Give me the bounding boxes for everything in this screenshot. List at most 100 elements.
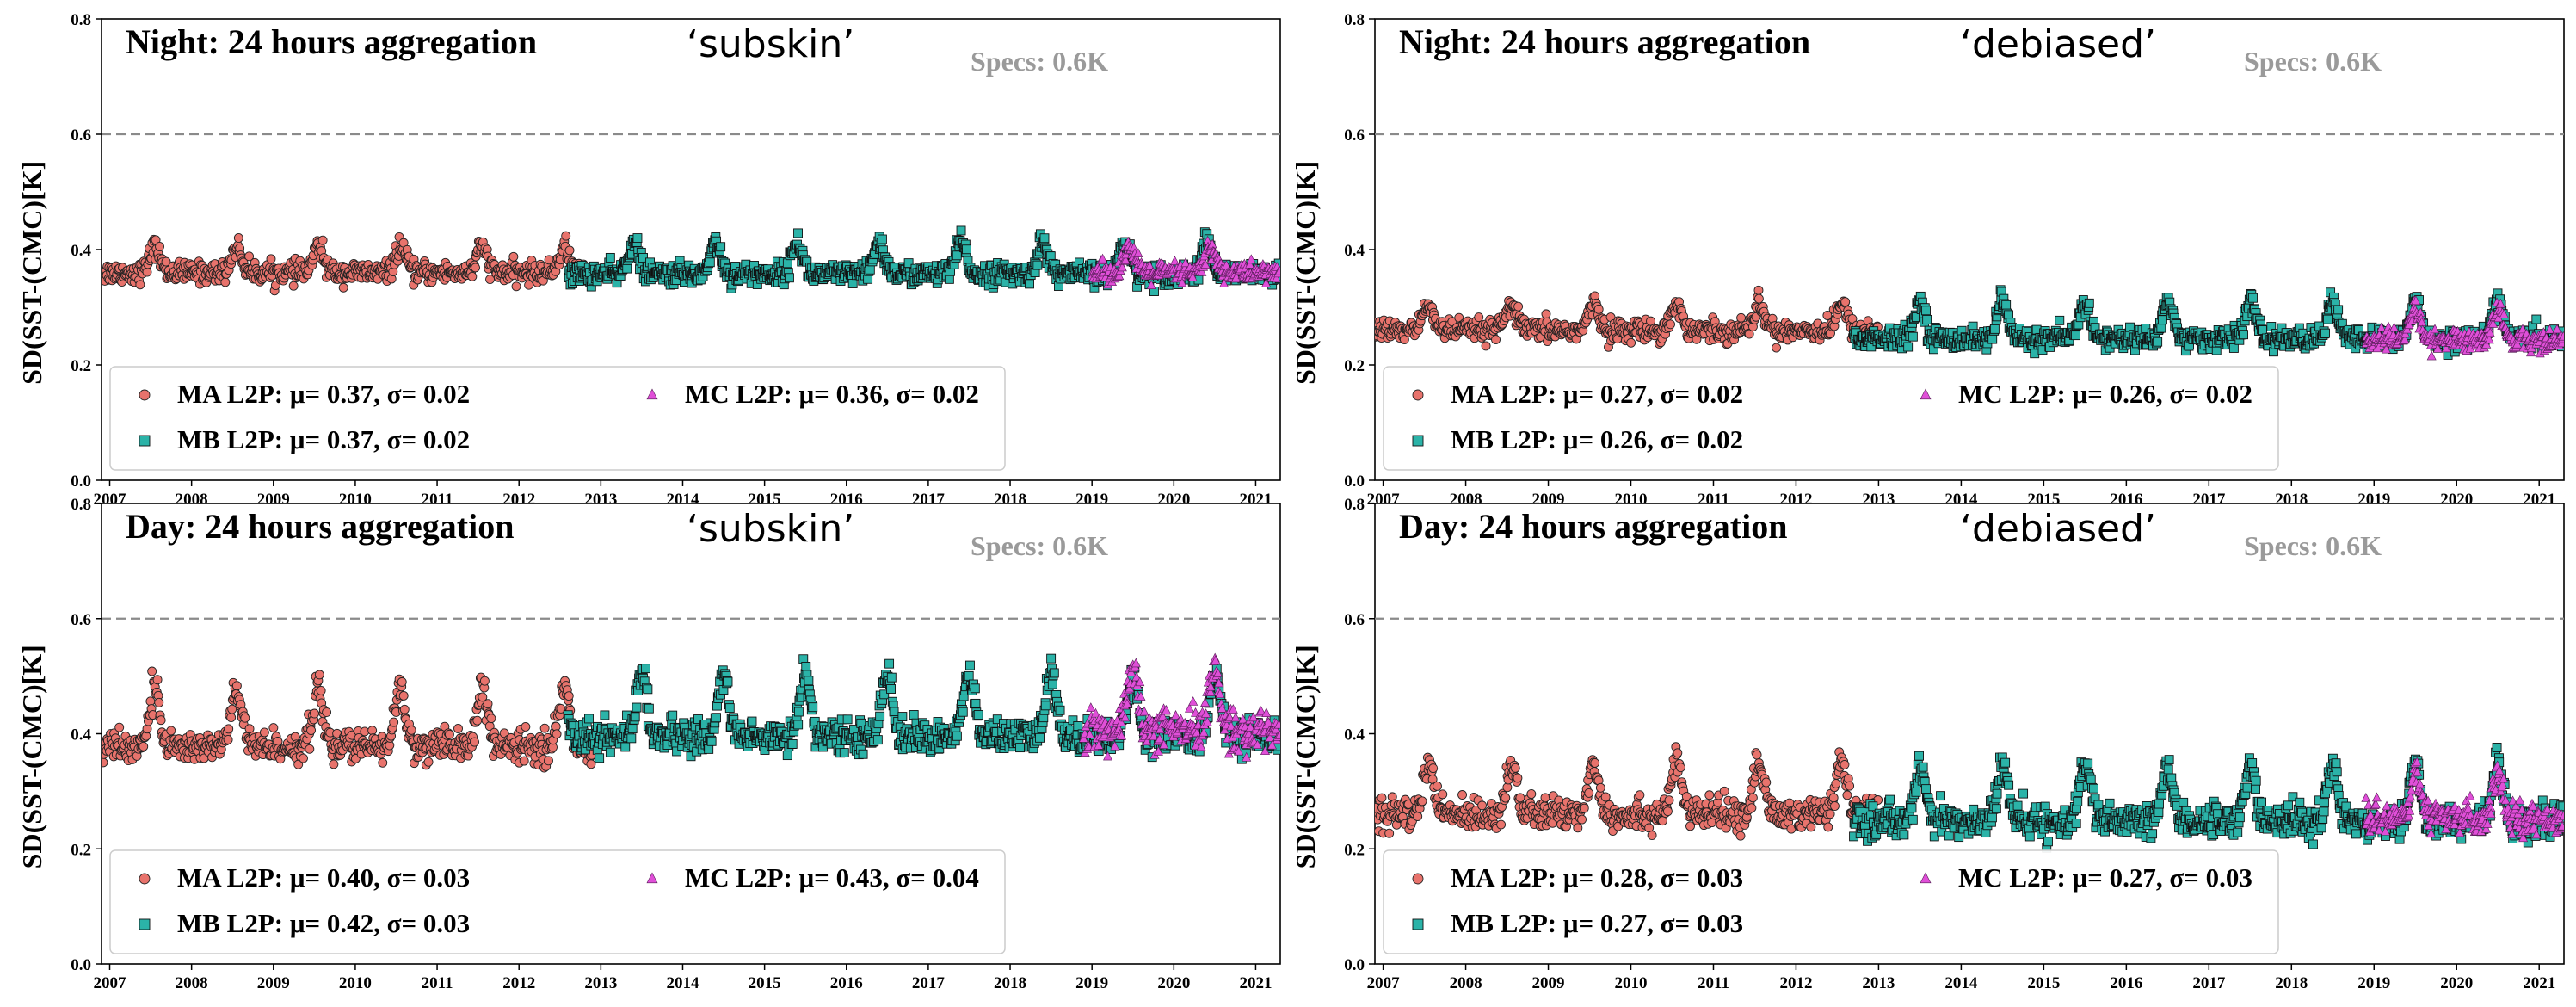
legend-entry: MB L2P: μ= 0.37, σ= 0.02 xyxy=(177,424,470,454)
data-point xyxy=(1922,314,1932,324)
data-point xyxy=(605,252,615,263)
data-point xyxy=(1245,258,1255,269)
data-point xyxy=(2055,315,2065,325)
x-tick-label: 2009 xyxy=(257,974,290,992)
data-point xyxy=(316,685,326,695)
data-point xyxy=(268,723,279,733)
data-point xyxy=(2400,334,2410,344)
data-point xyxy=(839,748,849,758)
data-point xyxy=(1772,343,1782,353)
x-tick-label: 2018 xyxy=(994,974,1026,992)
legend: MA L2P: μ= 0.37, σ= 0.02 MB L2P: μ= 0.37,… xyxy=(109,366,1006,471)
data-point xyxy=(2432,343,2443,353)
data-point xyxy=(712,713,721,723)
data-point xyxy=(1541,309,1551,319)
data-point xyxy=(378,757,388,768)
data-point xyxy=(1987,334,1998,344)
data-point xyxy=(622,263,632,274)
data-point xyxy=(397,676,407,687)
data-point xyxy=(632,702,642,713)
data-point xyxy=(139,741,149,751)
data-point xyxy=(793,720,804,730)
data-point xyxy=(1144,260,1155,270)
data-point xyxy=(782,258,792,269)
y-tick-label: 0.8 xyxy=(71,11,91,29)
data-point xyxy=(564,691,574,701)
data-point xyxy=(317,235,328,245)
data-point xyxy=(2531,314,2542,324)
data-point xyxy=(2484,334,2494,344)
data-point xyxy=(224,724,234,734)
data-point xyxy=(1246,254,1256,264)
y-tick-label: 0.2 xyxy=(1344,357,1365,375)
data-point xyxy=(782,751,792,761)
legend-marker xyxy=(1412,435,1424,447)
data-point xyxy=(453,724,463,733)
data-point xyxy=(223,735,233,744)
data-point xyxy=(1744,329,1754,339)
data-point xyxy=(2239,330,2248,340)
data-point xyxy=(668,710,678,720)
data-point xyxy=(1098,253,1108,263)
data-point xyxy=(152,675,163,685)
legend-entry: MA L2P: μ= 0.37, σ= 0.02 xyxy=(177,379,470,409)
y-axis-label: SD(SST-(CMC)[K] xyxy=(16,161,47,385)
x-tick-label: 2020 xyxy=(1157,974,1190,992)
data-point xyxy=(2266,322,2277,331)
data-point xyxy=(1822,311,1833,320)
legend-marker xyxy=(139,435,151,447)
data-point xyxy=(1921,306,1931,316)
data-point xyxy=(305,744,315,754)
data-point xyxy=(865,264,875,275)
y-tick-label: 0.8 xyxy=(1344,11,1365,29)
data-point xyxy=(2084,298,2094,308)
data-point xyxy=(240,713,250,723)
data-point xyxy=(1907,331,1918,342)
data-point xyxy=(1666,319,1675,330)
data-point xyxy=(2389,322,2400,332)
data-points xyxy=(102,225,1280,296)
x-tick-label: 2008 xyxy=(176,974,208,992)
legend-entry: MC L2P: μ= 0.26, σ= 0.02 xyxy=(1958,379,2252,409)
x-tick-label: 2021 xyxy=(1239,974,1272,992)
data-point xyxy=(1646,316,1655,326)
data-point xyxy=(423,757,434,767)
data-point xyxy=(329,759,339,769)
x-tick-label: 2014 xyxy=(666,974,699,992)
data-point xyxy=(784,273,794,283)
data-point xyxy=(956,225,966,236)
data-point xyxy=(367,726,378,736)
panel-title: Night: 24 hours aggregation xyxy=(126,22,537,61)
data-point xyxy=(2030,349,2040,359)
data-point xyxy=(1169,256,1180,265)
data-point xyxy=(705,257,715,268)
data-point xyxy=(644,703,654,714)
data-point xyxy=(288,281,299,291)
data-point xyxy=(1753,285,1764,295)
panel-tag: ‘debiased’ xyxy=(1960,22,2156,66)
data-point xyxy=(1219,278,1229,287)
data-point xyxy=(1903,342,1914,352)
data-point xyxy=(2333,305,2344,315)
panel-title: Night: 24 hours aggregation xyxy=(1399,22,1810,61)
x-tick-label: 2016 xyxy=(830,974,863,992)
legend-marker xyxy=(646,388,658,400)
data-point xyxy=(2526,347,2536,357)
data-point xyxy=(135,280,145,290)
data-point xyxy=(467,271,478,281)
data-point xyxy=(539,723,550,733)
data-point xyxy=(161,256,171,267)
data-point xyxy=(552,729,562,739)
data-point xyxy=(1272,273,1280,283)
data-point xyxy=(793,228,803,238)
data-point xyxy=(2499,308,2509,318)
data-point xyxy=(584,714,594,724)
data-point xyxy=(2248,293,2258,303)
series-mc-l2p xyxy=(2361,295,2564,361)
data-point xyxy=(166,726,176,736)
data-point xyxy=(114,722,125,732)
data-point xyxy=(2001,300,2012,310)
y-tick-label: 0.4 xyxy=(71,726,91,744)
